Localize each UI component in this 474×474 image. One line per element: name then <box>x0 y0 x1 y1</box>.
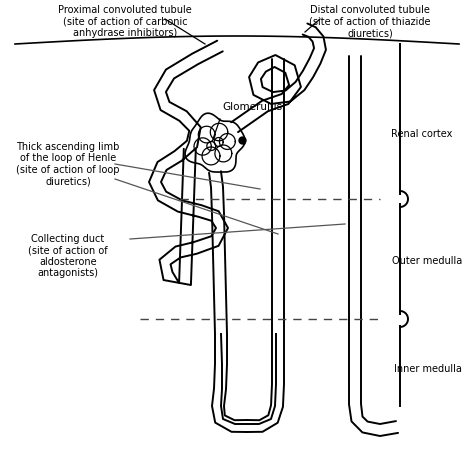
Text: Glomerulus: Glomerulus <box>222 102 282 112</box>
Text: Proximal convoluted tubule
(site of action of carbonic
anhydrase inhibitors): Proximal convoluted tubule (site of acti… <box>58 5 192 38</box>
Text: Inner medulla: Inner medulla <box>394 364 462 374</box>
Text: Outer medulla: Outer medulla <box>392 256 462 266</box>
Text: Distal convoluted tubule
(site of action of thiazide
diuretics): Distal convoluted tubule (site of action… <box>309 5 431 38</box>
Text: Collecting duct
(site of action of
aldosterone
antagonists): Collecting duct (site of action of aldos… <box>28 234 108 278</box>
Text: Renal cortex: Renal cortex <box>391 129 452 139</box>
Text: Thick ascending limb
of the loop of Henle
(site of action of loop
diuretics): Thick ascending limb of the loop of Henl… <box>16 142 120 186</box>
